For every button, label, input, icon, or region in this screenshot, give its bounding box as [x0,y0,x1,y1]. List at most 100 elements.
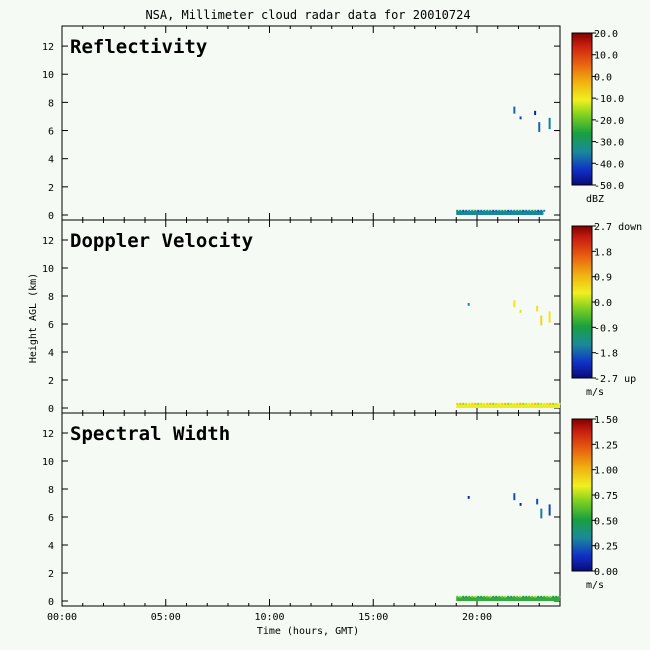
surface-echo-speck [519,595,522,598]
colorbar-tick-label: 0.00 [594,567,618,578]
surface-echo-speck [507,402,510,405]
surface-echo-speck [465,402,468,405]
surface-echo-speck [531,209,534,212]
surface-echo-speck [501,209,504,212]
x-tick-label: 05:00 [151,612,181,623]
surface-echo-speck [486,209,489,212]
colorbar-tick-label: 2.7 down [594,222,642,233]
y-tick-label: 12 [42,429,54,440]
y-tick-label: 8 [48,292,54,303]
surface-echo-speck [477,595,480,598]
x-axis-label: Time (hours, GMT) [257,626,359,637]
cloud-echo [540,508,543,519]
colorbar-tick-label: 0.9 [594,273,612,284]
y-tick-label: 4 [48,348,54,359]
colorbar-tick-label: 1.00 [594,466,618,477]
surface-echo-speck [480,402,483,405]
surface-echo-speck [507,595,510,598]
colorbar [571,32,593,186]
surface-echo-speck [489,209,492,212]
surface-echo-speck [519,209,522,212]
surface-echo-speck [465,595,468,598]
y-tick-label: 8 [48,485,54,496]
cloud-echo [467,496,470,499]
surface-echo-speck [492,595,495,598]
cloud-echo [538,122,541,132]
cloud-echo [519,310,522,313]
cloud-echo [536,305,539,312]
surface-echo-speck [456,595,459,598]
cloud-echo [519,503,522,506]
surface-echo-speck [501,402,504,405]
surface-echo-speck [549,595,552,598]
surface-echo-speck [516,209,519,212]
surface-echo-speck [471,402,474,405]
surface-echo-speck [549,402,552,405]
surface-echo-speck [486,402,489,405]
y-tick-label: 0 [48,404,54,415]
surface-echo-speck [489,595,492,598]
surface-echo-layer [456,210,544,215]
surface-echo-speck [552,402,555,405]
panel-title: Doppler Velocity [70,230,253,252]
colorbar-tick-label: 20.0 [594,29,618,40]
panel-2: 0 2 4 6 8 10 12 00:00 05:00 10:00 15:00 20:00 Spectr… [42,412,618,623]
surface-echo-speck [495,209,498,212]
surface-echo-speck [528,209,531,212]
y-tick-label: 10 [42,70,54,81]
surface-echo-speck [516,595,519,598]
surface-echo-speck [522,209,525,212]
colorbar-tick-label: 0.50 [594,516,618,527]
surface-echo-speck [552,595,555,598]
colorbar-tick-label: 1.8 [594,247,612,258]
colorbar-tick-label: 10.0 [594,51,618,62]
surface-echo-speck [462,402,465,405]
panel-title: Spectral Width [70,423,230,445]
surface-echo-speck [462,209,465,212]
y-tick-label: 4 [48,155,54,166]
surface-echo-speck [459,402,462,405]
colorbar-unit: m/s [586,580,604,591]
colorbar-tick-label: 0.25 [594,542,618,553]
colorbar-tick-label: 1.50 [594,415,618,426]
surface-echo-speck [468,402,471,405]
figure-title: NSA, Millimeter cloud radar data for 200… [145,8,470,22]
cloud-echo [513,106,516,114]
surface-echo-speck [462,595,465,598]
colorbar-tick-label: -0.9 [594,323,618,334]
surface-echo-speck [477,402,480,405]
colorbar-unit: dBZ [586,194,604,205]
surface-echo-speck [495,595,498,598]
y-tick-label: 6 [48,320,54,331]
cloud-echo [540,315,543,326]
surface-echo-speck [525,595,528,598]
surface-echo-speck [555,595,558,598]
surface-echo-speck [537,209,540,212]
surface-echo-speck [540,209,543,212]
y-axis-label: Height AGL (km) [28,273,39,363]
surface-echo-speck [513,209,516,212]
surface-echo-speck [474,402,477,405]
surface-echo-speck [540,402,543,405]
surface-echo-speck [480,209,483,212]
surface-echo-speck [507,209,510,212]
surface-echo-speck [546,402,549,405]
x-tick-label: 20:00 [462,612,492,623]
surface-echo-speck [474,595,477,598]
surface-echo-layer [456,596,560,601]
surface-echo-speck [510,595,513,598]
surface-echo-speck [525,209,528,212]
y-tick-label: 0 [48,597,54,608]
surface-echo-speck [531,402,534,405]
surface-echo-speck [498,402,501,405]
surface-echo-speck [489,402,492,405]
surface-echo-speck [492,209,495,212]
surface-echo-speck [558,402,561,405]
surface-echo-speck [456,209,459,212]
panel-title: Reflectivity [70,36,207,58]
colorbar-tick-label: 1.25 [594,440,618,451]
surface-echo-speck [537,595,540,598]
surface-echo-speck [543,595,546,598]
